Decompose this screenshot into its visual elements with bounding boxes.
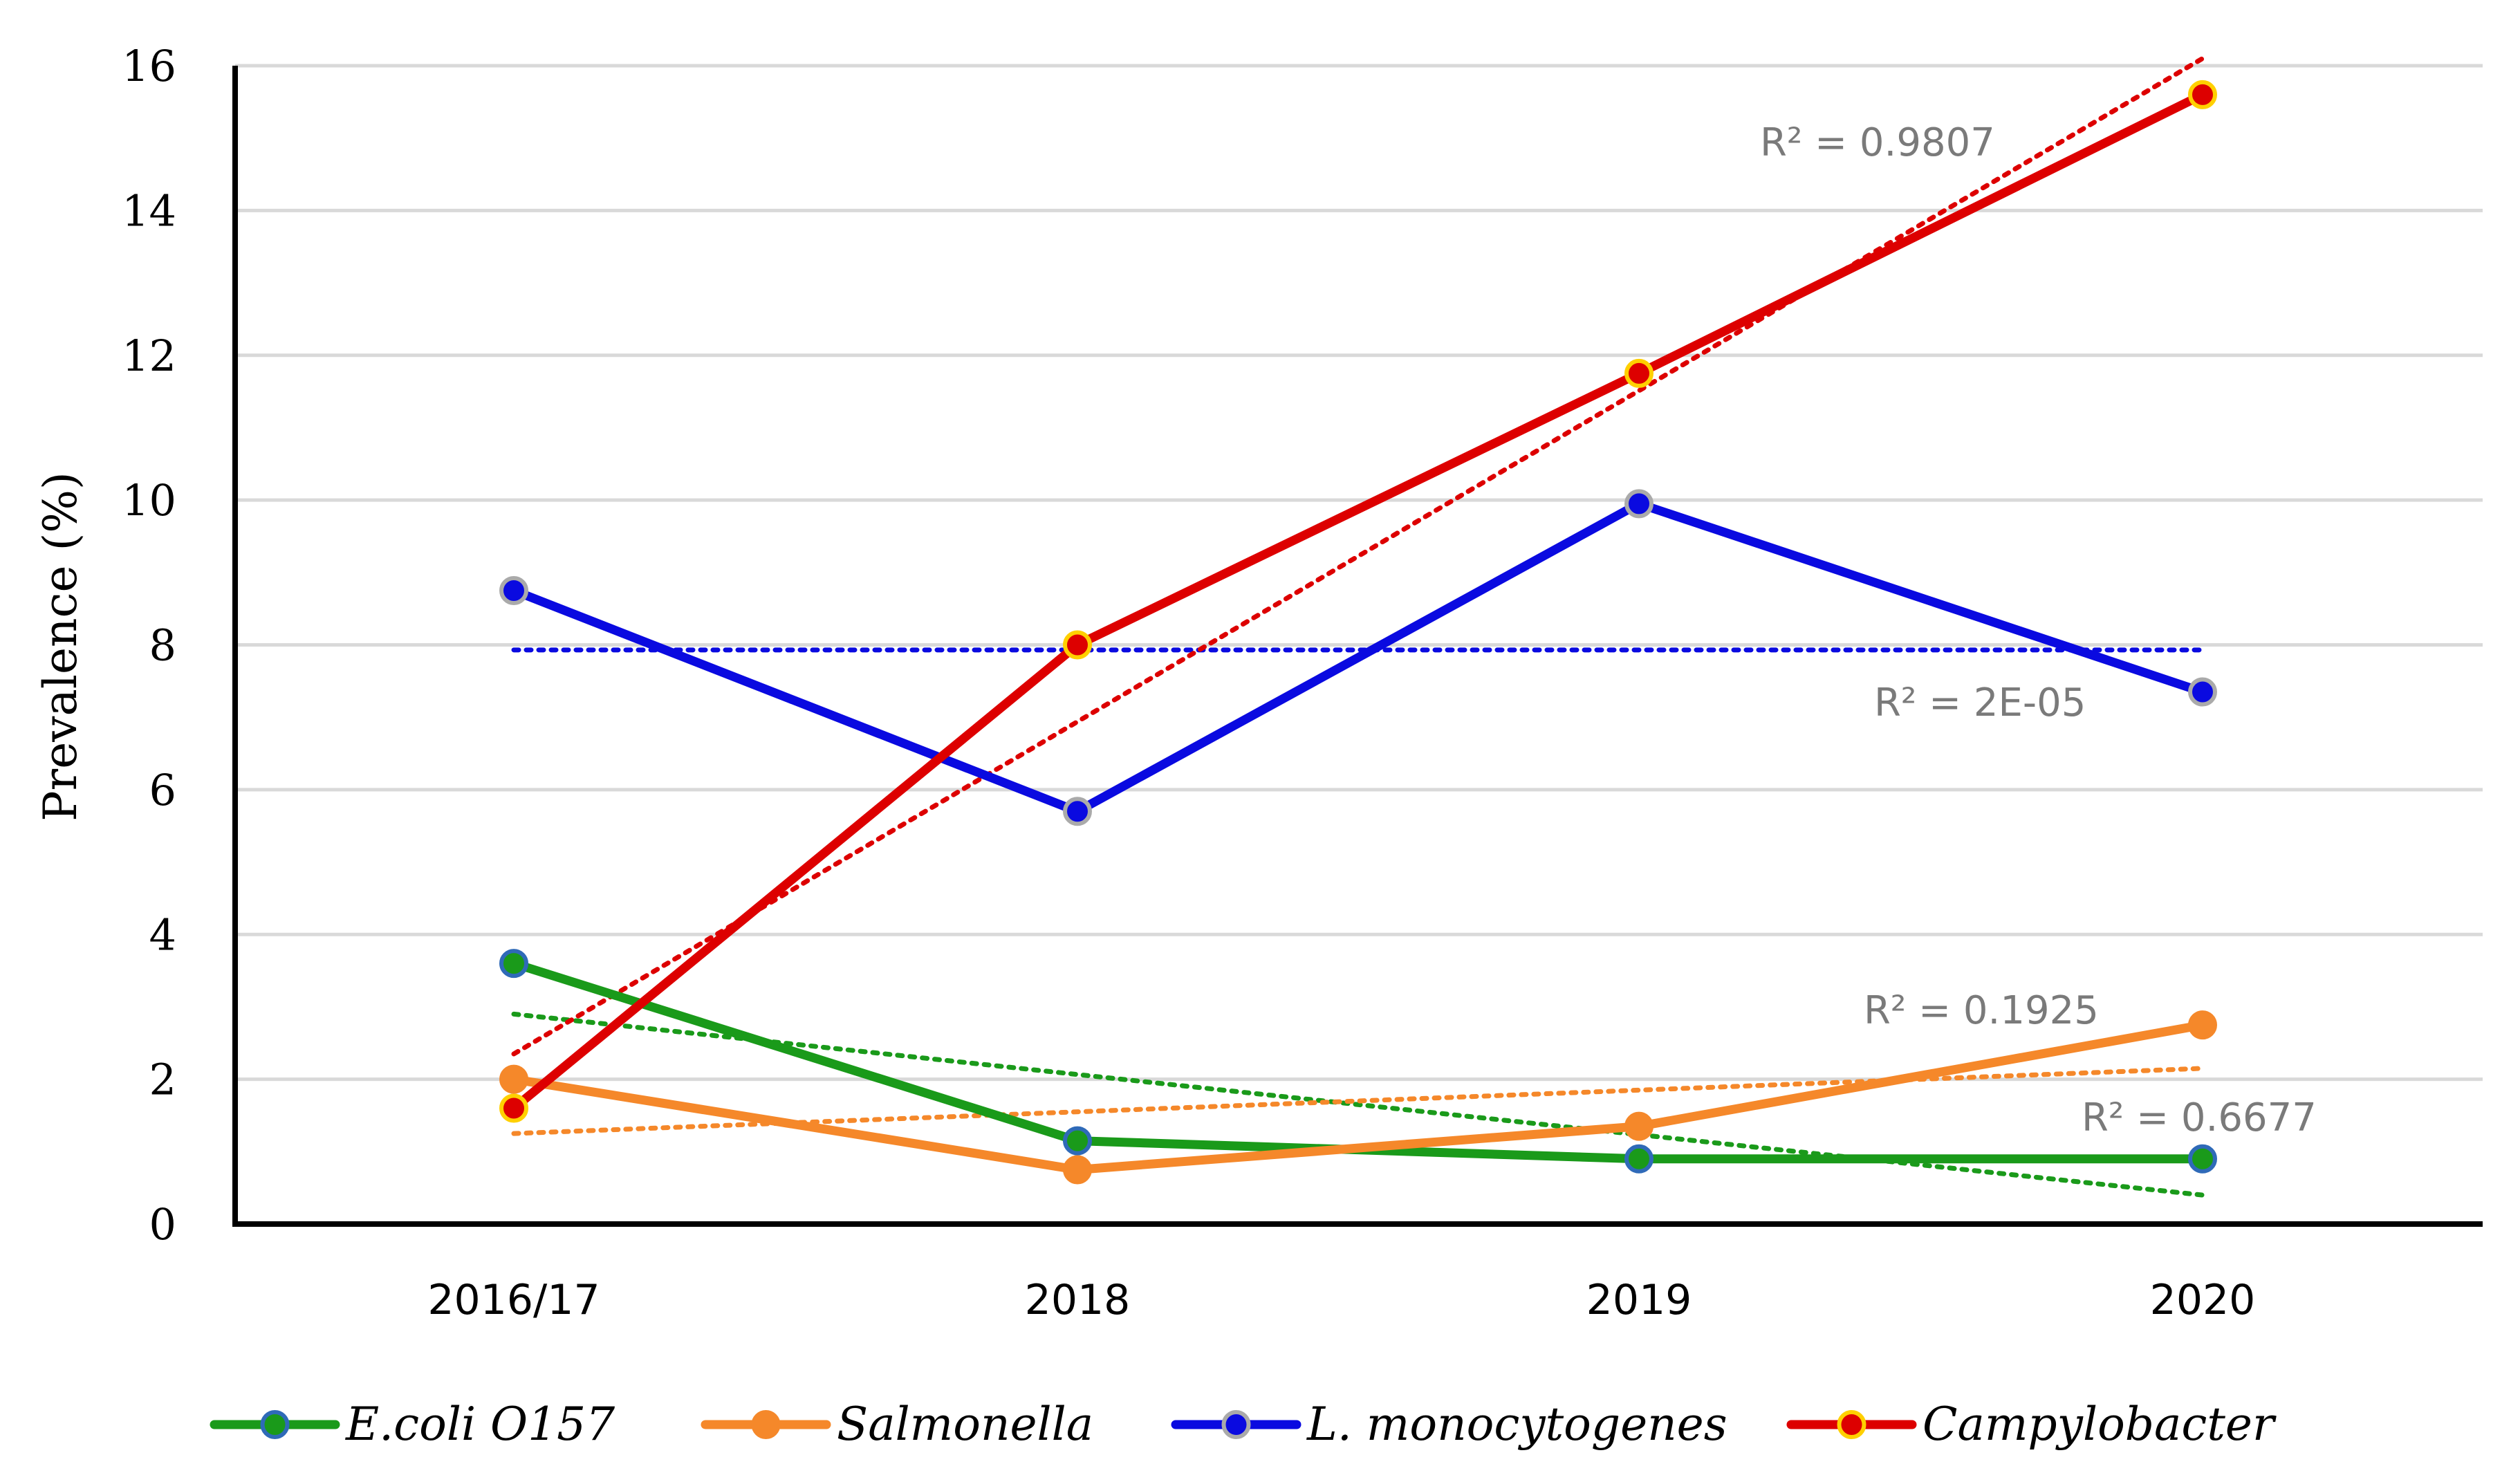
data-point-campylobacter <box>2188 80 2217 109</box>
gridlines <box>235 64 2483 1082</box>
x-tick-label: 2020 <box>2150 1276 2256 1324</box>
y-tick-label: 16 <box>122 41 176 91</box>
y-tick-label: 12 <box>122 331 176 381</box>
trendline-campylobacter <box>511 56 2205 1057</box>
legend-label-campylobacter: Campylobacter <box>1923 1398 2277 1451</box>
data-point-campylobacter <box>1063 630 1092 660</box>
series-line-l-monocytogenes <box>509 499 2207 816</box>
y-tick-label: 10 <box>122 475 176 526</box>
data-point-campylobacter <box>1624 358 1653 388</box>
r2-label-l-monocytogenes: R² = 2E-05 <box>1874 680 2086 725</box>
y-tick-label: 14 <box>122 185 176 236</box>
data-point-l-monocytogenes <box>1063 797 1092 826</box>
data-point-e-coli-o157 <box>2188 1144 2217 1174</box>
r2-label-e-coli-o157: R² = 0.6677 <box>2082 1095 2317 1140</box>
data-point-l-monocytogenes <box>499 575 528 605</box>
legend-label-salmonella: Salmonella <box>837 1398 1093 1451</box>
series-line-campylobacter <box>509 90 2207 1113</box>
y-tick-labels: 0 2 4 6 8 10 12 14 16 <box>122 41 176 1250</box>
series-markers <box>499 80 2217 1185</box>
legend-marker-campylobacter <box>1837 1410 1866 1439</box>
legend-marker-e-coli-o157 <box>260 1410 290 1439</box>
data-point-e-coli-o157 <box>499 949 528 979</box>
legend-label-e-coli-o157: E.coli O157 <box>345 1398 615 1451</box>
x-tick-label: 2018 <box>1025 1276 1131 1324</box>
r2-label-salmonella: R² = 0.1925 <box>1864 988 2099 1033</box>
data-point-e-coli-o157 <box>1063 1126 1092 1156</box>
r2-labels: R² = 0.6677 R² = 0.1925 R² = 2E-05 R² = 0.9… <box>1760 120 2317 1140</box>
y-tick-label: 8 <box>149 620 176 671</box>
legend-label-l-monocytogenes: L. monocytogenes <box>1306 1398 1727 1451</box>
y-axis-label: Prevalence (%) <box>34 472 87 822</box>
data-point-l-monocytogenes <box>2188 677 2217 707</box>
series-line-salmonella <box>509 1020 2207 1174</box>
legend-item-l-monocytogenes: L. monocytogenes <box>1171 1398 1727 1451</box>
data-point-l-monocytogenes <box>1624 489 1653 519</box>
data-point-salmonella <box>1624 1111 1653 1141</box>
data-point-e-coli-o157 <box>1624 1144 1653 1174</box>
trendline-e-coli-o157 <box>511 1011 2205 1198</box>
data-point-salmonella <box>1063 1155 1092 1185</box>
legend-marker-salmonella <box>751 1410 781 1439</box>
data-point-salmonella <box>2188 1010 2217 1040</box>
legend-marker-l-monocytogenes <box>1221 1410 1251 1439</box>
data-point-salmonella <box>499 1064 528 1094</box>
series-lines <box>509 90 2207 1174</box>
legend-item-campylobacter: Campylobacter <box>1786 1398 2277 1451</box>
legend-item-e-coli-o157: E.coli O157 <box>210 1398 615 1451</box>
y-tick-label: 4 <box>149 909 176 960</box>
x-tick-label: 2016/17 <box>427 1276 600 1324</box>
axes <box>232 66 2483 1227</box>
y-tick-label: 0 <box>149 1199 176 1250</box>
y-tick-label: 2 <box>149 1055 176 1105</box>
x-tick-labels: 2016/17 2018 2019 2020 <box>427 1276 2255 1324</box>
data-point-campylobacter <box>499 1093 528 1123</box>
r2-label-campylobacter: R² = 0.9807 <box>1760 120 1995 165</box>
legend-item-salmonella: Salmonella <box>701 1398 1093 1451</box>
x-tick-label: 2019 <box>1586 1276 1692 1324</box>
y-tick-label: 6 <box>149 765 176 815</box>
legend: E.coli O157 Salmonella L. monocytogenes Cam… <box>210 1398 2277 1451</box>
